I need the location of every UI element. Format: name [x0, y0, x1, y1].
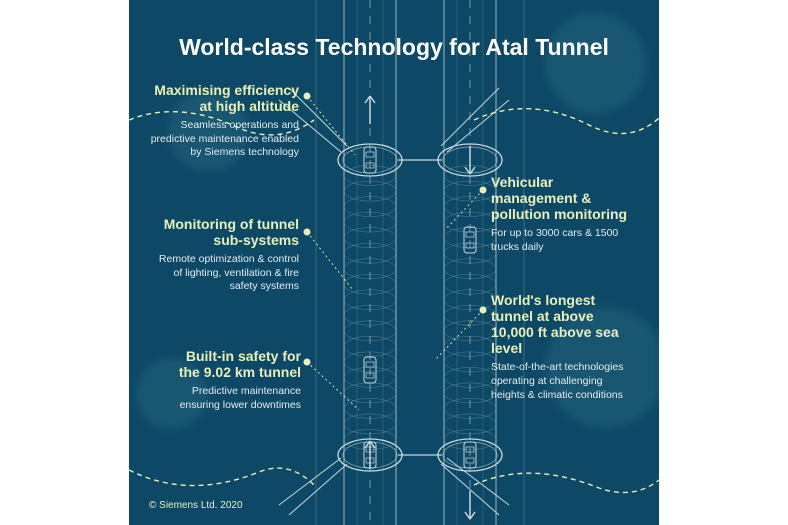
copyright: © Siemens Ltd. 2020: [149, 500, 243, 511]
callout-heading: Vehicular management & pollution monitor…: [491, 174, 633, 222]
callout-body: Seamless operations and predictive maint…: [149, 119, 299, 160]
callout-heading: World's longest tunnel at above 10,000 f…: [491, 292, 639, 356]
callout-body: For up to 3000 cars & 1500 trucks daily: [491, 227, 633, 254]
callout-safety: Built-in safety for the 9.02 km tunnel Pr…: [175, 348, 301, 412]
page-title: World-class Technology for Atal Tunnel: [129, 34, 659, 61]
callout-body: Predictive maintenance ensuring lower do…: [175, 385, 301, 412]
callout-longest: World's longest tunnel at above 10,000 f…: [491, 292, 639, 402]
infographic-canvas: World-class Technology for Atal Tunnel M…: [129, 0, 659, 525]
callout-monitoring: Monitoring of tunnel sub-systems Remote o…: [155, 216, 299, 294]
callout-body: State-of-the-art technologies operating …: [491, 361, 639, 402]
callout-heading: Built-in safety for the 9.02 km tunnel: [175, 348, 301, 380]
callout-efficiency: Maximising efficiency at high altitude Se…: [149, 82, 299, 160]
callout-vehicular: Vehicular management & pollution monitor…: [491, 174, 633, 255]
callout-body: Remote optimization & control of lightin…: [155, 253, 299, 294]
callout-heading: Monitoring of tunnel sub-systems: [155, 216, 299, 248]
callout-heading: Maximising efficiency at high altitude: [149, 82, 299, 114]
